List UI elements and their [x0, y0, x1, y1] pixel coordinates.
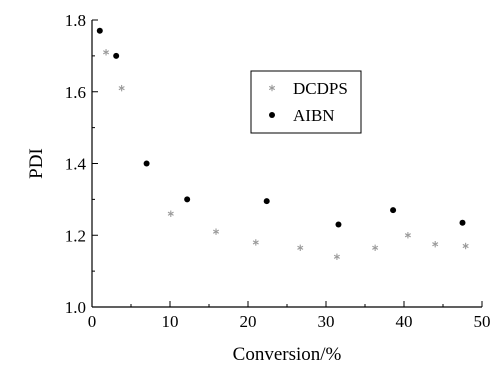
data-point-dcdps: [333, 253, 340, 260]
data-point-dcdps: [252, 239, 259, 246]
x-tick-label: 30: [318, 312, 335, 331]
data-point-aibn: [96, 27, 103, 34]
legend: DCDPS AIBN: [250, 70, 362, 134]
data-point-aibn: [184, 196, 191, 203]
legend-label-dcdps: DCDPS: [293, 79, 348, 98]
data-point-dcdps: [167, 210, 174, 217]
data-point-aibn: [390, 207, 397, 214]
y-tick-label: 1.0: [65, 298, 86, 317]
data-points: [96, 27, 469, 260]
data-point-aibn: [263, 198, 270, 205]
axes: [91, 20, 482, 308]
data-point-aibn: [143, 160, 150, 167]
ticks: 0 10 20 30 40 50 1.0 1.2 1.4 1.6 1.8: [65, 11, 491, 331]
legend-symbol-dcdps: [268, 84, 276, 92]
data-point-aibn: [459, 219, 466, 226]
data-point-dcdps: [404, 232, 411, 239]
y-axis-title: PDI: [26, 148, 47, 179]
legend-marker-aibn: [269, 112, 275, 118]
x-tick-label: 40: [396, 312, 413, 331]
legend-marker-dcdps: [268, 84, 276, 92]
x-tick-label: 0: [88, 312, 97, 331]
y-tick-label: 1.2: [65, 226, 86, 245]
data-point-dcdps: [118, 84, 125, 92]
data-point-dcdps: [212, 228, 220, 235]
x-tick-label: 10: [162, 312, 179, 331]
data-point-dcdps: [432, 241, 439, 248]
y-tick-label: 1.4: [65, 155, 87, 174]
y-tick-label: 1.8: [65, 11, 86, 30]
x-axis-title: Conversion/%: [233, 344, 342, 365]
legend-label-aibn: AIBN: [293, 106, 335, 125]
data-point-dcdps: [372, 244, 379, 252]
x-tick-label: 50: [474, 312, 491, 331]
data-point-aibn: [335, 221, 342, 228]
data-point-dcdps: [102, 49, 110, 56]
x-tick-label: 20: [240, 312, 257, 331]
data-point-aibn: [113, 52, 120, 59]
legend-symbol-aibn: [269, 112, 275, 118]
data-point-dcdps: [462, 242, 469, 250]
legend-box: [250, 70, 362, 134]
y-tick-label: 1.6: [65, 83, 86, 102]
data-point-dcdps: [297, 244, 304, 252]
